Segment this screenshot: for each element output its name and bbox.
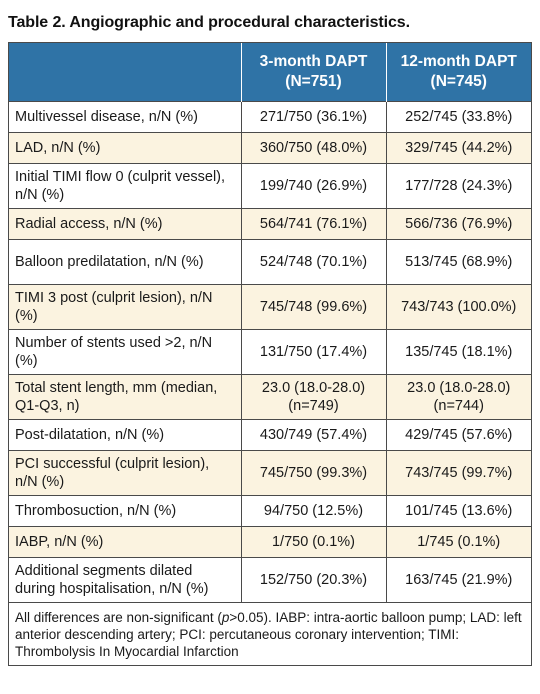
table-footnote: All differences are non-significant (p>0… (9, 602, 531, 665)
row-label: Additional segments dilated during hospi… (9, 557, 241, 603)
value-3-month: 1/750 (0.1%) (240, 526, 386, 558)
value-3-month: 199/740 (26.9%) (240, 163, 386, 209)
value-12-month: 163/745 (21.9%) (385, 557, 531, 603)
table-row: PCI successful (culprit lesion), n/N (%)… (9, 450, 531, 496)
row-label: Balloon predilatation, n/N (%) (9, 239, 241, 285)
table-container: 3-month DAPT (N=751) 12-month DAPT (N=74… (8, 42, 532, 666)
table-row: Initial TIMI flow 0 (culprit vessel), n/… (9, 163, 531, 209)
table-row: TIMI 3 post (culprit lesion), n/N (%) 74… (9, 284, 531, 330)
footnote-text-rest: >0.05). IABP: intra-aortic balloon pump;… (15, 610, 522, 659)
value-3-month: 152/750 (20.3%) (240, 557, 386, 603)
row-label: PCI successful (culprit lesion), n/N (%) (9, 450, 241, 496)
value-12-month: 135/745 (18.1%) (385, 329, 531, 375)
row-label: Number of stents used >2, n/N (%) (9, 329, 241, 375)
footnote-text-start: All differences are non-significant ( (15, 610, 222, 625)
table-row: Radial access, n/N (%) 564/741 (76.1%) 5… (9, 208, 531, 240)
table-row: Balloon predilatation, n/N (%) 524/748 (… (9, 239, 531, 285)
value-12-month: 429/745 (57.6%) (385, 419, 531, 451)
table-footnote-row: All differences are non-significant (p>0… (9, 602, 531, 665)
value-12-month: 743/743 (100.0%) (385, 284, 531, 330)
value-12-month: 329/745 (44.2%) (385, 132, 531, 164)
value-3-month: 360/750 (48.0%) (240, 132, 386, 164)
value-3-month: 745/748 (99.6%) (240, 284, 386, 330)
value-3-month: 23.0 (18.0-28.0) (n=749) (240, 374, 386, 420)
value-12-month: 101/745 (13.6%) (385, 495, 531, 527)
row-label: Radial access, n/N (%) (9, 208, 241, 240)
value-12-month: 252/745 (33.8%) (385, 101, 531, 133)
value-3-month: 524/748 (70.1%) (240, 239, 386, 285)
header-12-month-n: (N=745) (430, 73, 487, 90)
value-12-month: 513/745 (68.9%) (385, 239, 531, 285)
value-3-month: 94/750 (12.5%) (240, 495, 386, 527)
value-12-month: 1/745 (0.1%) (385, 526, 531, 558)
value-3-month: 271/750 (36.1%) (240, 101, 386, 133)
value-12-month: 23.0 (18.0-28.0) (n=744) (385, 374, 531, 420)
table-row: Additional segments dilated during hospi… (9, 557, 531, 603)
value-12-month: 177/728 (24.3%) (385, 163, 531, 209)
table-row: Multivessel disease, n/N (%) 271/750 (36… (9, 101, 531, 133)
header-12-month-dapt: 12-month DAPT (N=745) (385, 43, 531, 102)
value-3-month: 131/750 (17.4%) (240, 329, 386, 375)
characteristics-table: 3-month DAPT (N=751) 12-month DAPT (N=74… (9, 43, 531, 665)
footnote-p-symbol: p (221, 610, 230, 625)
table-row: Thrombosuction, n/N (%) 94/750 (12.5%) 1… (9, 495, 531, 527)
table-row: IABP, n/N (%) 1/750 (0.1%) 1/745 (0.1%) (9, 526, 531, 558)
header-label-column (9, 43, 241, 102)
row-label: Post-dilatation, n/N (%) (9, 419, 241, 451)
row-label: Total stent length, mm (median, Q1-Q3, n… (9, 374, 241, 420)
row-label: TIMI 3 post (culprit lesion), n/N (%) (9, 284, 241, 330)
row-label: Multivessel disease, n/N (%) (9, 101, 241, 133)
table-row: Post-dilatation, n/N (%) 430/749 (57.4%)… (9, 419, 531, 451)
value-3-month: 564/741 (76.1%) (240, 208, 386, 240)
table-row: Total stent length, mm (median, Q1-Q3, n… (9, 374, 531, 420)
value-3-month: 745/750 (99.3%) (240, 450, 386, 496)
header-3-month-n: (N=751) (285, 73, 342, 90)
header-3-month-title: 3-month DAPT (259, 53, 368, 70)
value-12-month: 743/745 (99.7%) (385, 450, 531, 496)
row-label: IABP, n/N (%) (9, 526, 241, 558)
table-row: LAD, n/N (%) 360/750 (48.0%) 329/745 (44… (9, 132, 531, 164)
row-label: Thrombosuction, n/N (%) (9, 495, 241, 527)
table-row: Number of stents used >2, n/N (%) 131/75… (9, 329, 531, 375)
header-12-month-title: 12-month DAPT (400, 53, 517, 70)
row-label: Initial TIMI flow 0 (culprit vessel), n/… (9, 163, 241, 209)
table-header-row: 3-month DAPT (N=751) 12-month DAPT (N=74… (9, 43, 531, 102)
value-3-month: 430/749 (57.4%) (240, 419, 386, 451)
row-label: LAD, n/N (%) (9, 132, 241, 164)
value-12-month: 566/736 (76.9%) (385, 208, 531, 240)
table-title: Table 2. Angiographic and procedural cha… (8, 14, 410, 31)
header-3-month-dapt: 3-month DAPT (N=751) (240, 43, 386, 102)
